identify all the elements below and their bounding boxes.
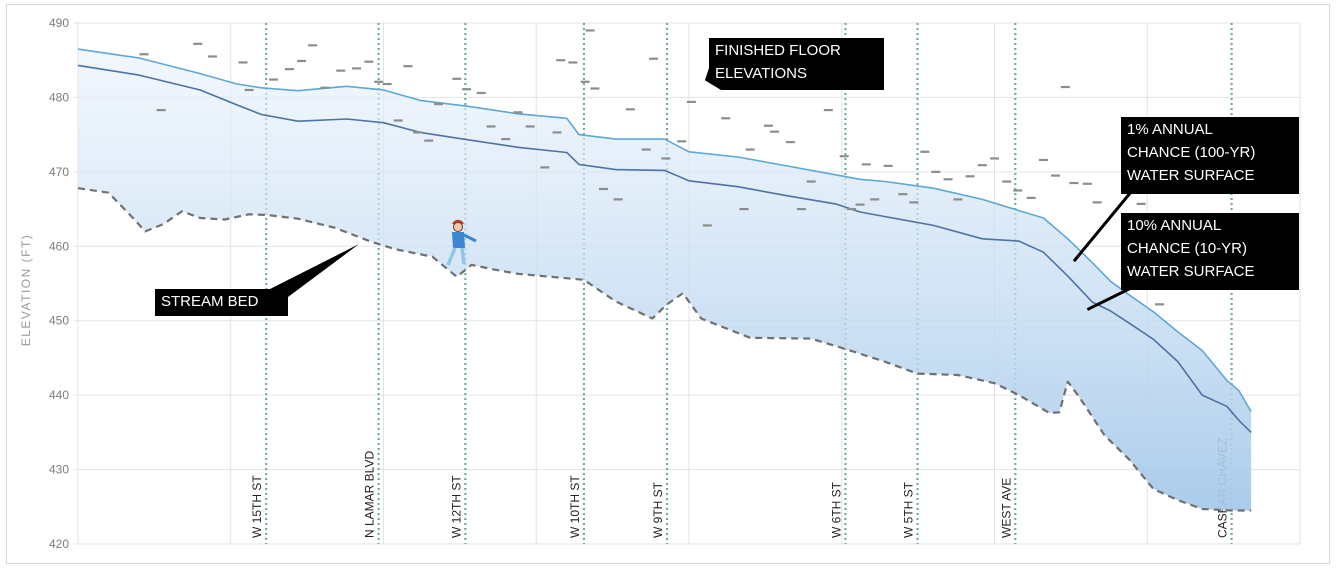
y-tick-label: 470 xyxy=(49,165,69,179)
series-line xyxy=(77,64,1252,433)
callout-box xyxy=(1121,117,1299,194)
y-tick-label: 490 xyxy=(49,16,69,30)
callout-text: CHANCE (10-YR) xyxy=(1127,240,1247,257)
callout-text: ELEVATIONS xyxy=(715,65,807,82)
series-lines xyxy=(77,48,1252,512)
flood-area-fill xyxy=(78,49,1252,511)
callout: 1% ANNUAL CHANCE (100-YR) WATER SURFACE xyxy=(1072,117,1299,263)
person-arm xyxy=(463,233,477,243)
street-label: W 10TH ST xyxy=(568,475,582,538)
y-tick-label: 480 xyxy=(49,90,69,104)
street-label: WEST AVE xyxy=(999,478,1013,538)
callout-leader xyxy=(1072,191,1133,263)
callout-text: 10% ANNUAL xyxy=(1127,217,1221,234)
callout-leader xyxy=(1086,286,1132,311)
y-axis-label: ELEVATION (FT) xyxy=(19,234,33,347)
y-tick-label: 430 xyxy=(49,463,69,477)
callout: STREAM BED xyxy=(155,244,360,316)
person-head xyxy=(453,222,463,232)
callout-text: STREAM BED xyxy=(161,293,259,310)
street-label: W 9TH ST xyxy=(651,481,665,538)
street-label: N LAMAR BLVD xyxy=(363,451,377,538)
y-tick-label: 420 xyxy=(49,537,69,551)
street-label: W 12TH ST xyxy=(449,475,463,538)
series-line xyxy=(77,187,1252,512)
callout-box xyxy=(704,38,884,90)
y-tick-label: 450 xyxy=(49,314,69,328)
callout-box xyxy=(155,244,360,316)
callout: 10% ANNUAL CHANCE (10-YR) WATER SURFACE xyxy=(1086,213,1299,311)
person-figure-icon xyxy=(446,219,477,266)
y-axis: ELEVATION (FT) 420 430 440 450 460 470 480 490 xyxy=(19,16,69,551)
series-line xyxy=(77,48,1252,412)
finished-floor-marks xyxy=(139,29,1164,306)
callout-text: WATER SURFACE xyxy=(1127,263,1255,280)
y-tick-label: 460 xyxy=(49,239,69,253)
callout: FINISHED FLOOR ELEVATIONS xyxy=(704,38,884,90)
callout-text: FINISHED FLOOR xyxy=(715,42,841,59)
person-cap xyxy=(452,219,464,225)
person-legs xyxy=(446,247,466,266)
person-body xyxy=(452,232,465,248)
callouts: FINISHED FLOOR ELEVATIONS 1% ANNUAL CHANCE … xyxy=(155,38,1299,316)
callout-text: WATER SURFACE xyxy=(1127,167,1255,184)
street-label: W 5TH ST xyxy=(902,481,916,538)
callout-box xyxy=(1121,213,1299,290)
street-label: W 15TH ST xyxy=(250,475,264,538)
callout-text: CHANCE (100-YR) xyxy=(1127,144,1255,161)
y-tick-label: 440 xyxy=(49,388,69,402)
callout-text: 1% ANNUAL xyxy=(1127,121,1213,138)
flood-area xyxy=(78,49,1252,511)
street-label: W 6TH ST xyxy=(829,481,843,538)
